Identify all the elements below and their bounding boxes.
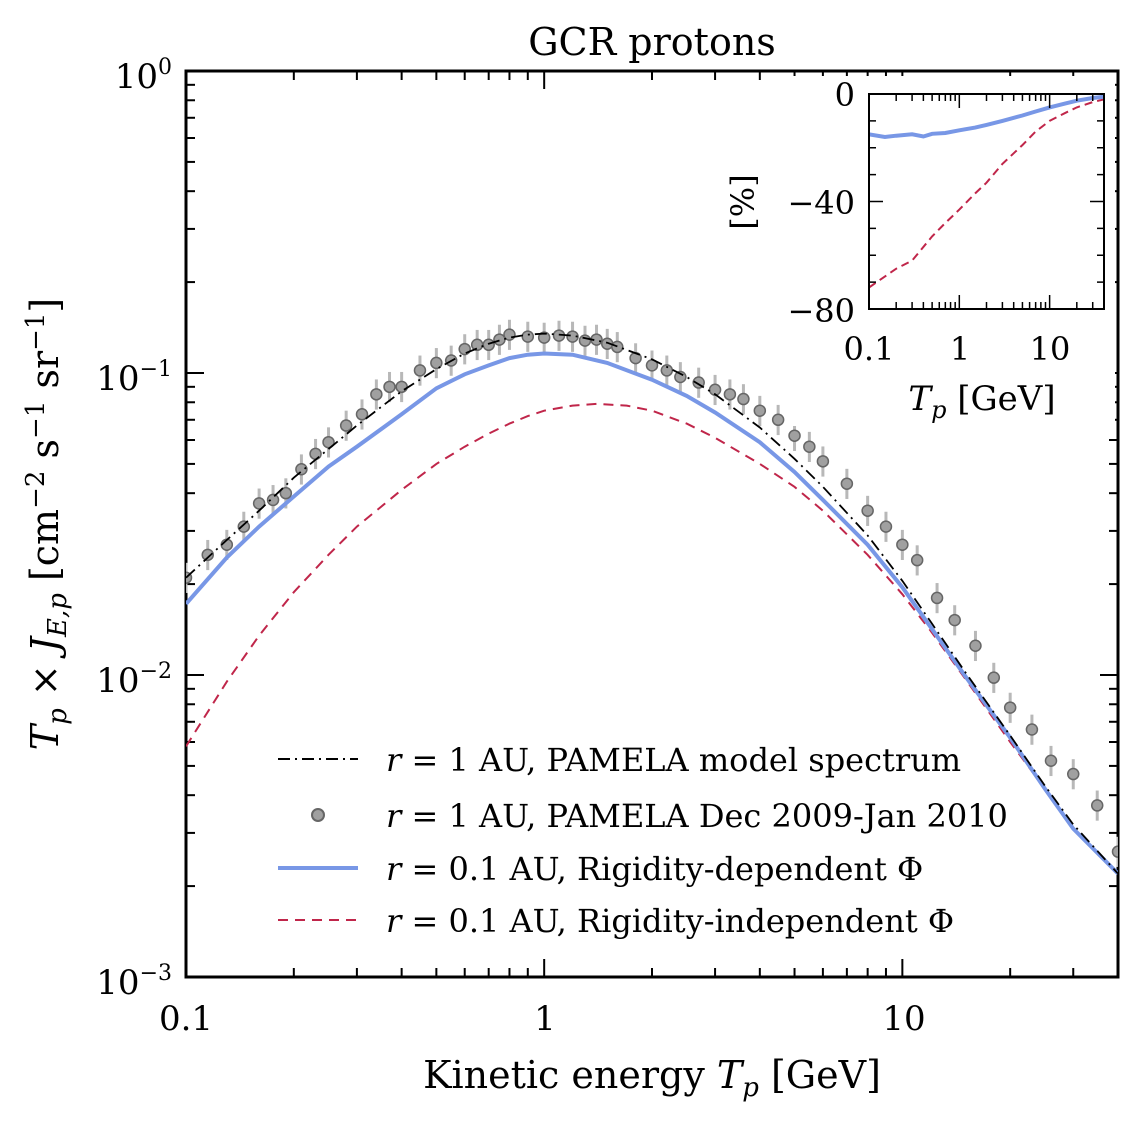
inset-series-line-rigidity-dependent (869, 94, 1104, 140)
inset-y-tick-label: 0 (835, 76, 855, 114)
y-tick-label: 10−1 (96, 357, 172, 399)
data-point (896, 538, 909, 551)
data-point (910, 553, 924, 567)
data-point (339, 419, 353, 432)
y-tick-label: 100 (115, 55, 172, 97)
inset-x-tick-label: 1 (950, 330, 970, 368)
inset-series-line-rigidity-independent (869, 98, 1104, 289)
data-point (355, 408, 369, 421)
data-point (252, 497, 266, 510)
data-point (948, 613, 961, 627)
legend-label: r = 0.1 AU, Rigidity-independent Φ (386, 902, 954, 940)
data-point (458, 342, 471, 356)
x-tick-label: 10 (882, 999, 925, 1039)
data-point (395, 380, 408, 394)
data-point (930, 591, 944, 605)
data-point (537, 331, 551, 344)
data-point (430, 356, 443, 370)
data-point (1025, 723, 1039, 736)
data-point (737, 392, 750, 406)
chart-title: GCR protons (528, 20, 776, 64)
legend-label: r = 0.1 AU, Rigidity-dependent Φ (386, 850, 923, 888)
data-point (370, 388, 383, 401)
data-point (969, 639, 982, 652)
series-line-rigidity-independent (186, 402, 1118, 875)
data-point (1044, 754, 1058, 768)
data-point (803, 440, 816, 453)
data-point (788, 429, 801, 442)
data-point (266, 493, 280, 507)
inset-x-tick-labels: 0.1 1 10 (844, 330, 1071, 368)
legend-swatch-data (311, 808, 325, 822)
legend-entry: r = 0.1 AU, Rigidity-independent Φ (278, 902, 954, 940)
inset-x-tick-label: 10 (1030, 330, 1071, 368)
y-axis-label: Tp × JE,p [cm−2 s−1 sr−1] (21, 298, 73, 751)
inset-axis-ticks (868, 93, 1105, 310)
data-point (1111, 845, 1118, 858)
inset-x-tick-label: 0.1 (844, 330, 895, 368)
x-tick-label: 0.1 (159, 999, 213, 1039)
inset-y-axis-label: [%] (724, 174, 762, 229)
data-point (879, 520, 893, 533)
main-plot-data (186, 319, 1118, 876)
data-point (413, 364, 427, 377)
inset-y-tick-label: −40 (787, 184, 855, 222)
data-point (279, 486, 293, 500)
data-point (771, 413, 785, 427)
inset-plot-data (869, 94, 1104, 289)
data-point (521, 330, 535, 343)
data-point (201, 548, 214, 562)
data-point (322, 435, 335, 449)
inset-y-tick-label: −80 (787, 292, 855, 330)
legend-label: r = 1 AU, PAMELA model spectrum (386, 741, 961, 779)
data-point (723, 388, 737, 401)
data-point (295, 463, 308, 476)
data-point (566, 330, 579, 343)
y-tick-label: 10−3 (96, 961, 172, 1003)
legend: r = 1 AU, PAMELA model spectrum r = 1 AU… (278, 741, 1008, 940)
data-point (383, 380, 396, 394)
legend-entry: r = 0.1 AU, Rigidity-dependent Φ (278, 850, 923, 888)
series-line-rigidity-dependent (186, 351, 1118, 876)
y-tick-label: 10−2 (96, 659, 172, 701)
data-point (861, 504, 874, 517)
main-x-tick-labels: 0.1 1 10 (159, 999, 926, 1039)
data-point (578, 334, 592, 347)
data-point (1090, 799, 1104, 812)
legend-label: r = 1 AU, PAMELA Dec 2009-Jan 2010 (386, 797, 1008, 835)
inset-background (790, 76, 1115, 426)
data-point (611, 340, 624, 354)
data-point (1003, 701, 1017, 714)
data-point (840, 477, 854, 490)
main-y-tick-labels: 100 10−1 10−2 10−3 (96, 55, 172, 1003)
x-axis-label: Kinetic energy Tp [GeV] (423, 1053, 881, 1103)
data-point (482, 338, 495, 352)
data-point (493, 333, 506, 346)
series-line-model-spectrum (186, 332, 1118, 875)
inset-x-axis-label: Tp [GeV] (908, 379, 1055, 424)
data-point (470, 338, 484, 352)
data-point (1066, 767, 1080, 781)
legend-entry: r = 1 AU, PAMELA Dec 2009-Jan 2010 (311, 797, 1008, 835)
legend-entry: r = 1 AU, PAMELA model spectrum (278, 741, 961, 779)
data-point (816, 455, 830, 468)
data-point (987, 671, 1001, 684)
data-point (237, 520, 251, 533)
x-tick-label: 1 (534, 999, 556, 1039)
data-point (753, 404, 767, 417)
inset-y-tick-labels: 0 −40 −80 (787, 76, 855, 330)
